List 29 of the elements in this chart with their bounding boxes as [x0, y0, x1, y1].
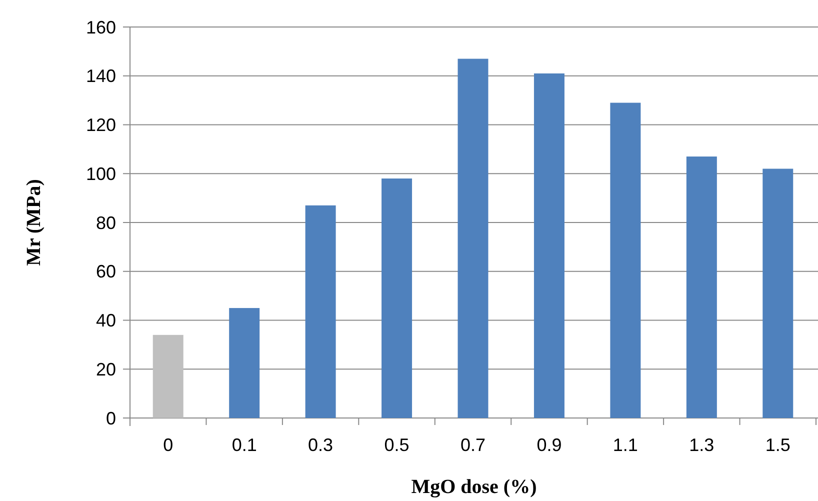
bar — [305, 205, 336, 418]
bar — [534, 73, 564, 418]
x-tick-label: 0.9 — [536, 435, 562, 455]
x-tick-label: 1.5 — [765, 435, 790, 455]
bar — [686, 156, 717, 418]
x-tick-label: 0.1 — [232, 435, 257, 455]
y-tick-label: 140 — [86, 66, 116, 86]
x-tick-label: 1.1 — [612, 435, 638, 455]
x-tick-label: 0.7 — [460, 435, 486, 455]
bar — [458, 58, 488, 418]
y-tick-label: 160 — [86, 17, 116, 38]
x-tick-label: 1.3 — [689, 435, 714, 455]
x-tick-label: 0 — [163, 435, 174, 455]
y-tick-label: 40 — [96, 310, 116, 331]
bar — [229, 308, 260, 418]
y-tick-label: 60 — [96, 262, 116, 282]
y-tick-label: 100 — [86, 164, 116, 184]
x-tick-label: 0.3 — [308, 435, 334, 455]
bar — [610, 102, 641, 418]
y-tick-label: 80 — [96, 212, 116, 233]
bar — [762, 168, 794, 418]
y-tick-label: 20 — [96, 359, 116, 380]
y-tick-label: 0 — [106, 408, 116, 428]
bar — [382, 178, 412, 418]
x-axis-title: MgO dose (%) — [411, 476, 537, 498]
y-axis-title: Mr (MPa) — [23, 179, 45, 266]
bar — [152, 334, 184, 418]
x-tick-label: 0.5 — [384, 435, 410, 455]
y-tick-label: 120 — [86, 115, 116, 136]
